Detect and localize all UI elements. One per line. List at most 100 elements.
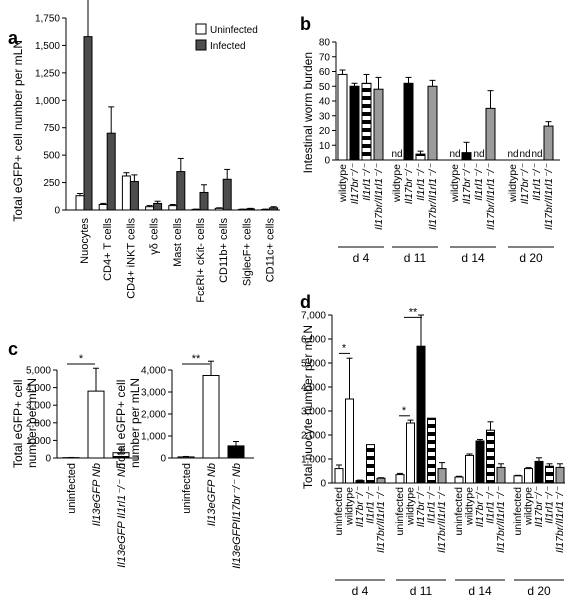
a-category-label: CD4+ T cells (102, 218, 114, 281)
b-category-label: Il17br⁻/⁻ (403, 163, 415, 205)
d-sig-label: * (342, 342, 347, 354)
d-bar (416, 345, 426, 484)
d-category-label: wildtype (405, 487, 417, 526)
b-bar (403, 82, 414, 161)
b-y-label: Intestinal worm burden (301, 52, 315, 173)
a-bar-infected (83, 36, 93, 211)
b-category-label: Il1rl1⁻/⁻ (415, 163, 427, 201)
b-y-tick-label: 10 (319, 141, 331, 152)
c-right-y-label-2: number per mLN (128, 378, 142, 468)
d-bar (366, 444, 375, 484)
panel-letter-b: b (300, 14, 311, 34)
d-category-label: Il1rl1⁻/⁻ (485, 486, 497, 524)
d-bar (524, 468, 533, 484)
a-y-tick-label: 1,250 (35, 68, 60, 79)
panel-letter-d: d (300, 292, 311, 312)
d-category-label: uninfected (394, 487, 406, 536)
c-left-y-tick-label: 1,000 (26, 436, 51, 447)
b-category-label: wildtype (391, 164, 403, 203)
b-y-tick-label: 80 (319, 38, 331, 49)
b-bar (349, 85, 360, 161)
a-bar-infected (106, 132, 116, 211)
c-right-category-label: Il13eGFPIl17br⁻/⁻ Nb (231, 463, 243, 569)
d-category-label: Il1rl1⁻/⁻ (544, 486, 556, 524)
c-right-y-tick-label: 3,000 (141, 388, 166, 399)
a-category-label: CD11b+ cells (218, 218, 230, 283)
c-right-category-label: uninfected (181, 463, 193, 514)
a-bar-uninfected (214, 207, 224, 211)
b-nd-label: nd (519, 149, 530, 160)
d-y-tick-label: 5,000 (301, 359, 326, 370)
b-category-label: Il17br⁻/⁻ (461, 163, 473, 205)
b-category-label: Il17br/Il1rl1⁻/⁻ (485, 163, 497, 230)
a-bar-infected (153, 202, 163, 211)
c-right-bar (202, 375, 220, 459)
c-left-y-tick-label: 4,000 (26, 383, 51, 394)
b-y-tick-label: 60 (319, 67, 331, 78)
b-y-tick-label: 70 (319, 52, 331, 63)
d-category-label: Il17br⁻/⁻ (354, 486, 366, 528)
b-category-label: wildtype (507, 164, 519, 203)
c-left-category-label: Il13eGFP Il1rl1⁻/⁻ Nb (116, 463, 128, 568)
a-bar-infected (269, 207, 279, 211)
a-legend-swatch-uninfected (195, 23, 207, 35)
b-bar (415, 153, 426, 161)
panel-b: 0 10 20 30 40 50 60 70 80 Intestinal worm burden w… (301, 38, 560, 265)
d-group-label: d 20 (527, 584, 551, 598)
d-bar (395, 474, 405, 484)
d-bar (465, 454, 474, 484)
d-bar (376, 477, 386, 484)
b-category-label: wildtype (337, 164, 349, 203)
a-category-label: Mast cells (172, 218, 184, 267)
d-bar (513, 475, 523, 484)
b-category-label: Il1rl1⁻/⁻ (531, 163, 543, 201)
b-category-label: Il1rl1⁻/⁻ (361, 163, 373, 201)
b-category-label: Il17br⁻/⁻ (519, 163, 531, 205)
a-legend-infected: Infected (210, 41, 246, 52)
a-bar-uninfected (145, 206, 155, 211)
b-bar (361, 82, 372, 161)
panel-letter-a: a (8, 28, 19, 48)
c-left-sig-label: * (79, 353, 84, 365)
a-bar-uninfected (98, 204, 108, 211)
b-nd-label: nd (507, 149, 518, 160)
d-bar (427, 417, 436, 484)
c-right-bar (177, 456, 195, 459)
a-y-tick-label: 250 (43, 178, 60, 189)
d-bar (406, 422, 415, 484)
a-y-tick-label: 750 (43, 123, 60, 134)
d-group-label: d 14 (468, 584, 492, 598)
d-y-tick-label: 1,000 (301, 455, 326, 466)
c-left-y-tick-label: 0 (45, 454, 51, 465)
d-category-label: Il17br⁻/⁻ (533, 486, 545, 528)
d-category-label: Il1rl1⁻/⁻ (365, 486, 377, 524)
c-right-y-tick-label: 1,000 (141, 432, 166, 443)
c-right-y-tick-label: 2,000 (141, 410, 166, 421)
a-bar-infected (245, 208, 255, 211)
d-bar (496, 466, 506, 484)
d-category-label: Il17br/Il1rl1⁻/⁻ (554, 486, 566, 553)
d-y-tick-label: 7,000 (301, 311, 326, 322)
b-category-label: Il17br/Il1rl1⁻/⁻ (373, 163, 385, 230)
c-left-y-label-2: number per mLN (25, 378, 39, 468)
panel-a: 0 250 500 750 1,000 1,250 1,500 1,750 Total eGFP… (11, 0, 280, 303)
c-left-bar (87, 390, 105, 459)
d-y-tick-label: 6,000 (301, 335, 326, 346)
d-bar (486, 429, 495, 484)
a-y-tick-label: 1,750 (35, 14, 60, 25)
d-category-label: wildtype (523, 487, 535, 526)
panel-d: 0 1,000 2,000 3,000 4,000 5,000 6,000 7,000 Tota… (301, 306, 566, 598)
d-sig-label: * (402, 405, 407, 417)
a-bar-uninfected (75, 195, 85, 211)
c-left-y-tick-label: 3,000 (26, 401, 51, 412)
a-legend-uninfected: Uninfected (210, 25, 258, 36)
d-category-label: wildtype (464, 487, 476, 526)
c-right-sig-label: ** (192, 353, 201, 365)
c-right-y-tick-label: 0 (160, 454, 166, 465)
d-bar (437, 468, 447, 484)
d-y-label: Total nuocyte number per mLN (301, 325, 315, 489)
b-category-label: Il17br/Il1rl1⁻/⁻ (543, 163, 555, 230)
c-left-category-label: Il13eGFP Nb (91, 463, 103, 526)
d-category-label: uninfected (453, 487, 465, 536)
